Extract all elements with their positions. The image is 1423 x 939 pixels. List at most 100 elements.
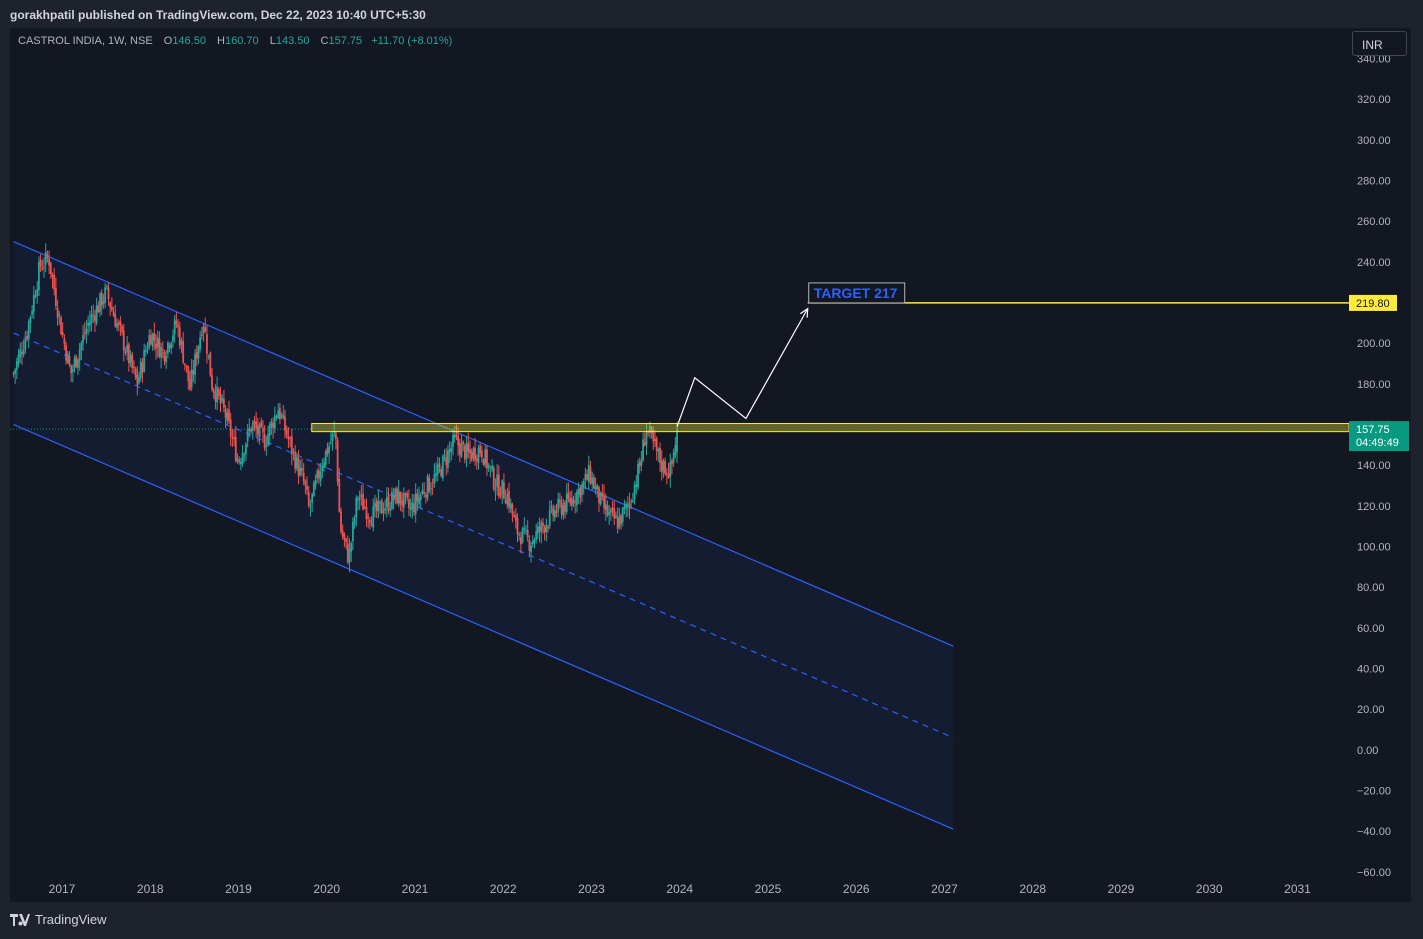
candle-body xyxy=(635,484,638,488)
chart-frame[interactable] xyxy=(10,28,1411,902)
price-chart[interactable]: TARGET 217 340.00 320.00 300.00 280.00 260.0… xyxy=(0,0,1423,902)
candle xyxy=(54,277,57,310)
candle-body xyxy=(270,421,273,428)
candle xyxy=(314,474,317,490)
candle-body xyxy=(370,524,373,526)
candle xyxy=(346,535,349,565)
target-price-tag[interactable]: 219.80 xyxy=(1349,294,1397,311)
drawings[interactable]: TARGET 217 xyxy=(10,282,1350,433)
currency-button[interactable]: INR xyxy=(1352,31,1407,56)
candle-body xyxy=(100,292,103,307)
candle xyxy=(127,342,130,372)
candle xyxy=(394,487,397,505)
candle-body xyxy=(311,493,314,503)
resistance-zone[interactable] xyxy=(311,423,1350,433)
candle-body xyxy=(360,494,363,497)
candle-body xyxy=(611,507,614,511)
candle-body xyxy=(12,373,15,375)
candle-body xyxy=(58,314,61,316)
candle-body xyxy=(112,311,115,316)
candle xyxy=(126,336,129,361)
candle-body xyxy=(382,511,385,514)
candle-body xyxy=(36,288,39,297)
candle-body xyxy=(309,505,312,507)
candle-body xyxy=(109,302,112,308)
candle-body xyxy=(441,456,444,479)
target-price-tag-text: 219.80 xyxy=(1356,298,1390,310)
candle-body xyxy=(586,474,588,480)
candle xyxy=(268,422,271,446)
target-label-box[interactable] xyxy=(808,282,906,304)
candle xyxy=(418,486,420,508)
candle xyxy=(640,451,643,472)
y-tick-label: 340.00 xyxy=(1357,54,1391,66)
candle-body xyxy=(648,426,651,434)
candle-body xyxy=(153,333,156,341)
candle-body xyxy=(604,503,607,510)
candle xyxy=(536,521,539,539)
candle xyxy=(547,524,549,533)
candle-body xyxy=(559,499,561,503)
channel-lower-line[interactable] xyxy=(13,423,954,830)
candle xyxy=(228,400,230,425)
candle-body xyxy=(216,386,219,403)
candle-body xyxy=(416,493,419,502)
candle xyxy=(474,437,476,466)
candle xyxy=(615,511,617,519)
candle-body xyxy=(161,349,164,351)
candle xyxy=(246,423,249,448)
candle-body xyxy=(419,494,422,500)
candle-body xyxy=(492,467,495,489)
candle-body xyxy=(480,450,483,458)
candle-body xyxy=(124,351,127,353)
candle xyxy=(209,351,212,377)
candle xyxy=(560,496,563,520)
target-label[interactable]: TARGET 217 xyxy=(814,285,898,301)
projection-path[interactable] xyxy=(676,308,809,427)
candles xyxy=(12,243,678,573)
channel-upper-line[interactable] xyxy=(13,240,954,647)
candle-body xyxy=(389,508,392,511)
candle-body xyxy=(92,314,95,316)
candle xyxy=(58,310,61,325)
candle-body xyxy=(314,480,317,486)
candle xyxy=(207,354,210,360)
candle-body xyxy=(592,477,595,489)
candle xyxy=(284,409,286,439)
time-axis[interactable]: 2017 2018 2019 2020 2021 2022 2023 2024 2025 2026… xyxy=(49,882,1312,896)
candle-body xyxy=(584,473,587,481)
candle xyxy=(168,342,171,353)
candle xyxy=(199,330,202,353)
candle-body xyxy=(297,457,300,476)
parallel-channel[interactable] xyxy=(13,240,954,830)
channel-median-line[interactable] xyxy=(13,332,954,739)
candle xyxy=(173,314,176,343)
candle xyxy=(494,478,497,501)
candle-body xyxy=(567,492,570,499)
candle xyxy=(555,503,558,518)
candle xyxy=(323,457,325,472)
candle xyxy=(92,304,95,324)
x-tick-label: 2018 xyxy=(137,882,164,896)
candle xyxy=(197,344,200,364)
candle xyxy=(591,471,594,491)
candle-body xyxy=(175,321,178,325)
candle-body xyxy=(365,506,368,520)
candle xyxy=(496,464,499,496)
candle xyxy=(189,370,191,392)
candle xyxy=(662,458,665,478)
tradingview-logo[interactable]: TradingView xyxy=(10,912,107,927)
candle xyxy=(180,337,183,354)
candle xyxy=(165,350,168,369)
candle-body xyxy=(272,422,275,429)
candle xyxy=(564,500,566,519)
candle xyxy=(489,465,492,478)
x-tick-label: 2017 xyxy=(49,882,76,896)
candle-body xyxy=(355,497,358,518)
candle-body xyxy=(511,504,514,515)
price-axis[interactable]: 340.00320.00300.00280.00260.00240.00220.… xyxy=(1349,54,1409,879)
candle xyxy=(492,465,495,492)
candle xyxy=(416,488,419,511)
candle-body xyxy=(155,343,157,349)
